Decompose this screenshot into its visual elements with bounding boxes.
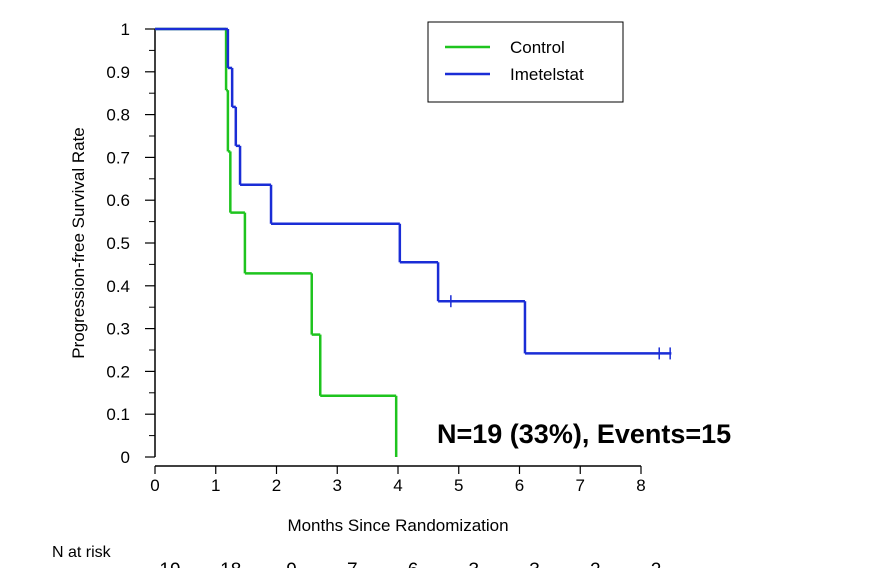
x-tick-label: 0 [150, 476, 159, 495]
y-tick-label: 0.4 [106, 277, 130, 296]
x-tick-label: 7 [576, 476, 585, 495]
risk-count: 18 [220, 560, 241, 568]
y-axis-label: Progression-free Survival Rate [69, 127, 88, 358]
annotation: N=19 (33%), Events=15 [437, 419, 731, 449]
y-tick-label: 0.9 [106, 63, 130, 82]
legend-label: Control [510, 38, 565, 57]
risk-count: 2 [651, 560, 662, 568]
x-tick-label: 3 [333, 476, 342, 495]
legend-box [427, 21, 624, 103]
y-tick-label: 0.5 [106, 234, 130, 253]
x-tick-label: 2 [272, 476, 281, 495]
y-tick-label: 0.2 [106, 362, 130, 381]
y-tick-label: 0.8 [106, 106, 130, 125]
x-tick-label: 1 [211, 476, 220, 495]
risk-count: 3 [529, 560, 540, 568]
risk-count: 2 [590, 560, 601, 568]
x-tick-label: 5 [454, 476, 463, 495]
x-tick-label: 8 [636, 476, 645, 495]
y-tick-label: 0 [121, 448, 130, 467]
x-tick-label: 6 [515, 476, 524, 495]
x-axis-label: Months Since Randomization [287, 516, 508, 535]
risk-count: 7 [347, 560, 358, 568]
risk-count: 6 [408, 560, 419, 568]
y-tick-label: 0.1 [106, 405, 130, 424]
risk-count: 9 [286, 560, 297, 568]
risk-count: 3 [468, 560, 479, 568]
y-tick-label: 0.3 [106, 320, 130, 339]
risk-count: 19 [159, 560, 180, 568]
x-tick-label: 4 [393, 476, 402, 495]
y-tick-label: 0.7 [106, 148, 130, 167]
legend-label: Imetelstat [510, 65, 584, 84]
risk-title: N at risk [52, 544, 112, 561]
y-tick-label: 1 [121, 20, 130, 39]
y-tick-label: 0.6 [106, 191, 130, 210]
